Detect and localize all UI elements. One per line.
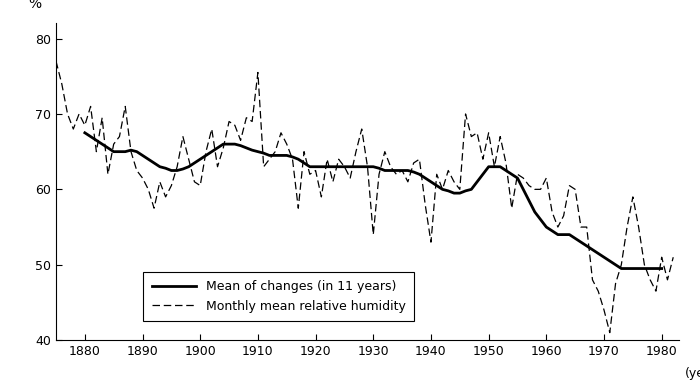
Text: (year): (year) xyxy=(685,367,700,380)
Text: %: % xyxy=(28,0,41,11)
Legend: Mean of changes (in 11 years), Monthly mean relative humidity: Mean of changes (in 11 years), Monthly m… xyxy=(144,271,414,321)
